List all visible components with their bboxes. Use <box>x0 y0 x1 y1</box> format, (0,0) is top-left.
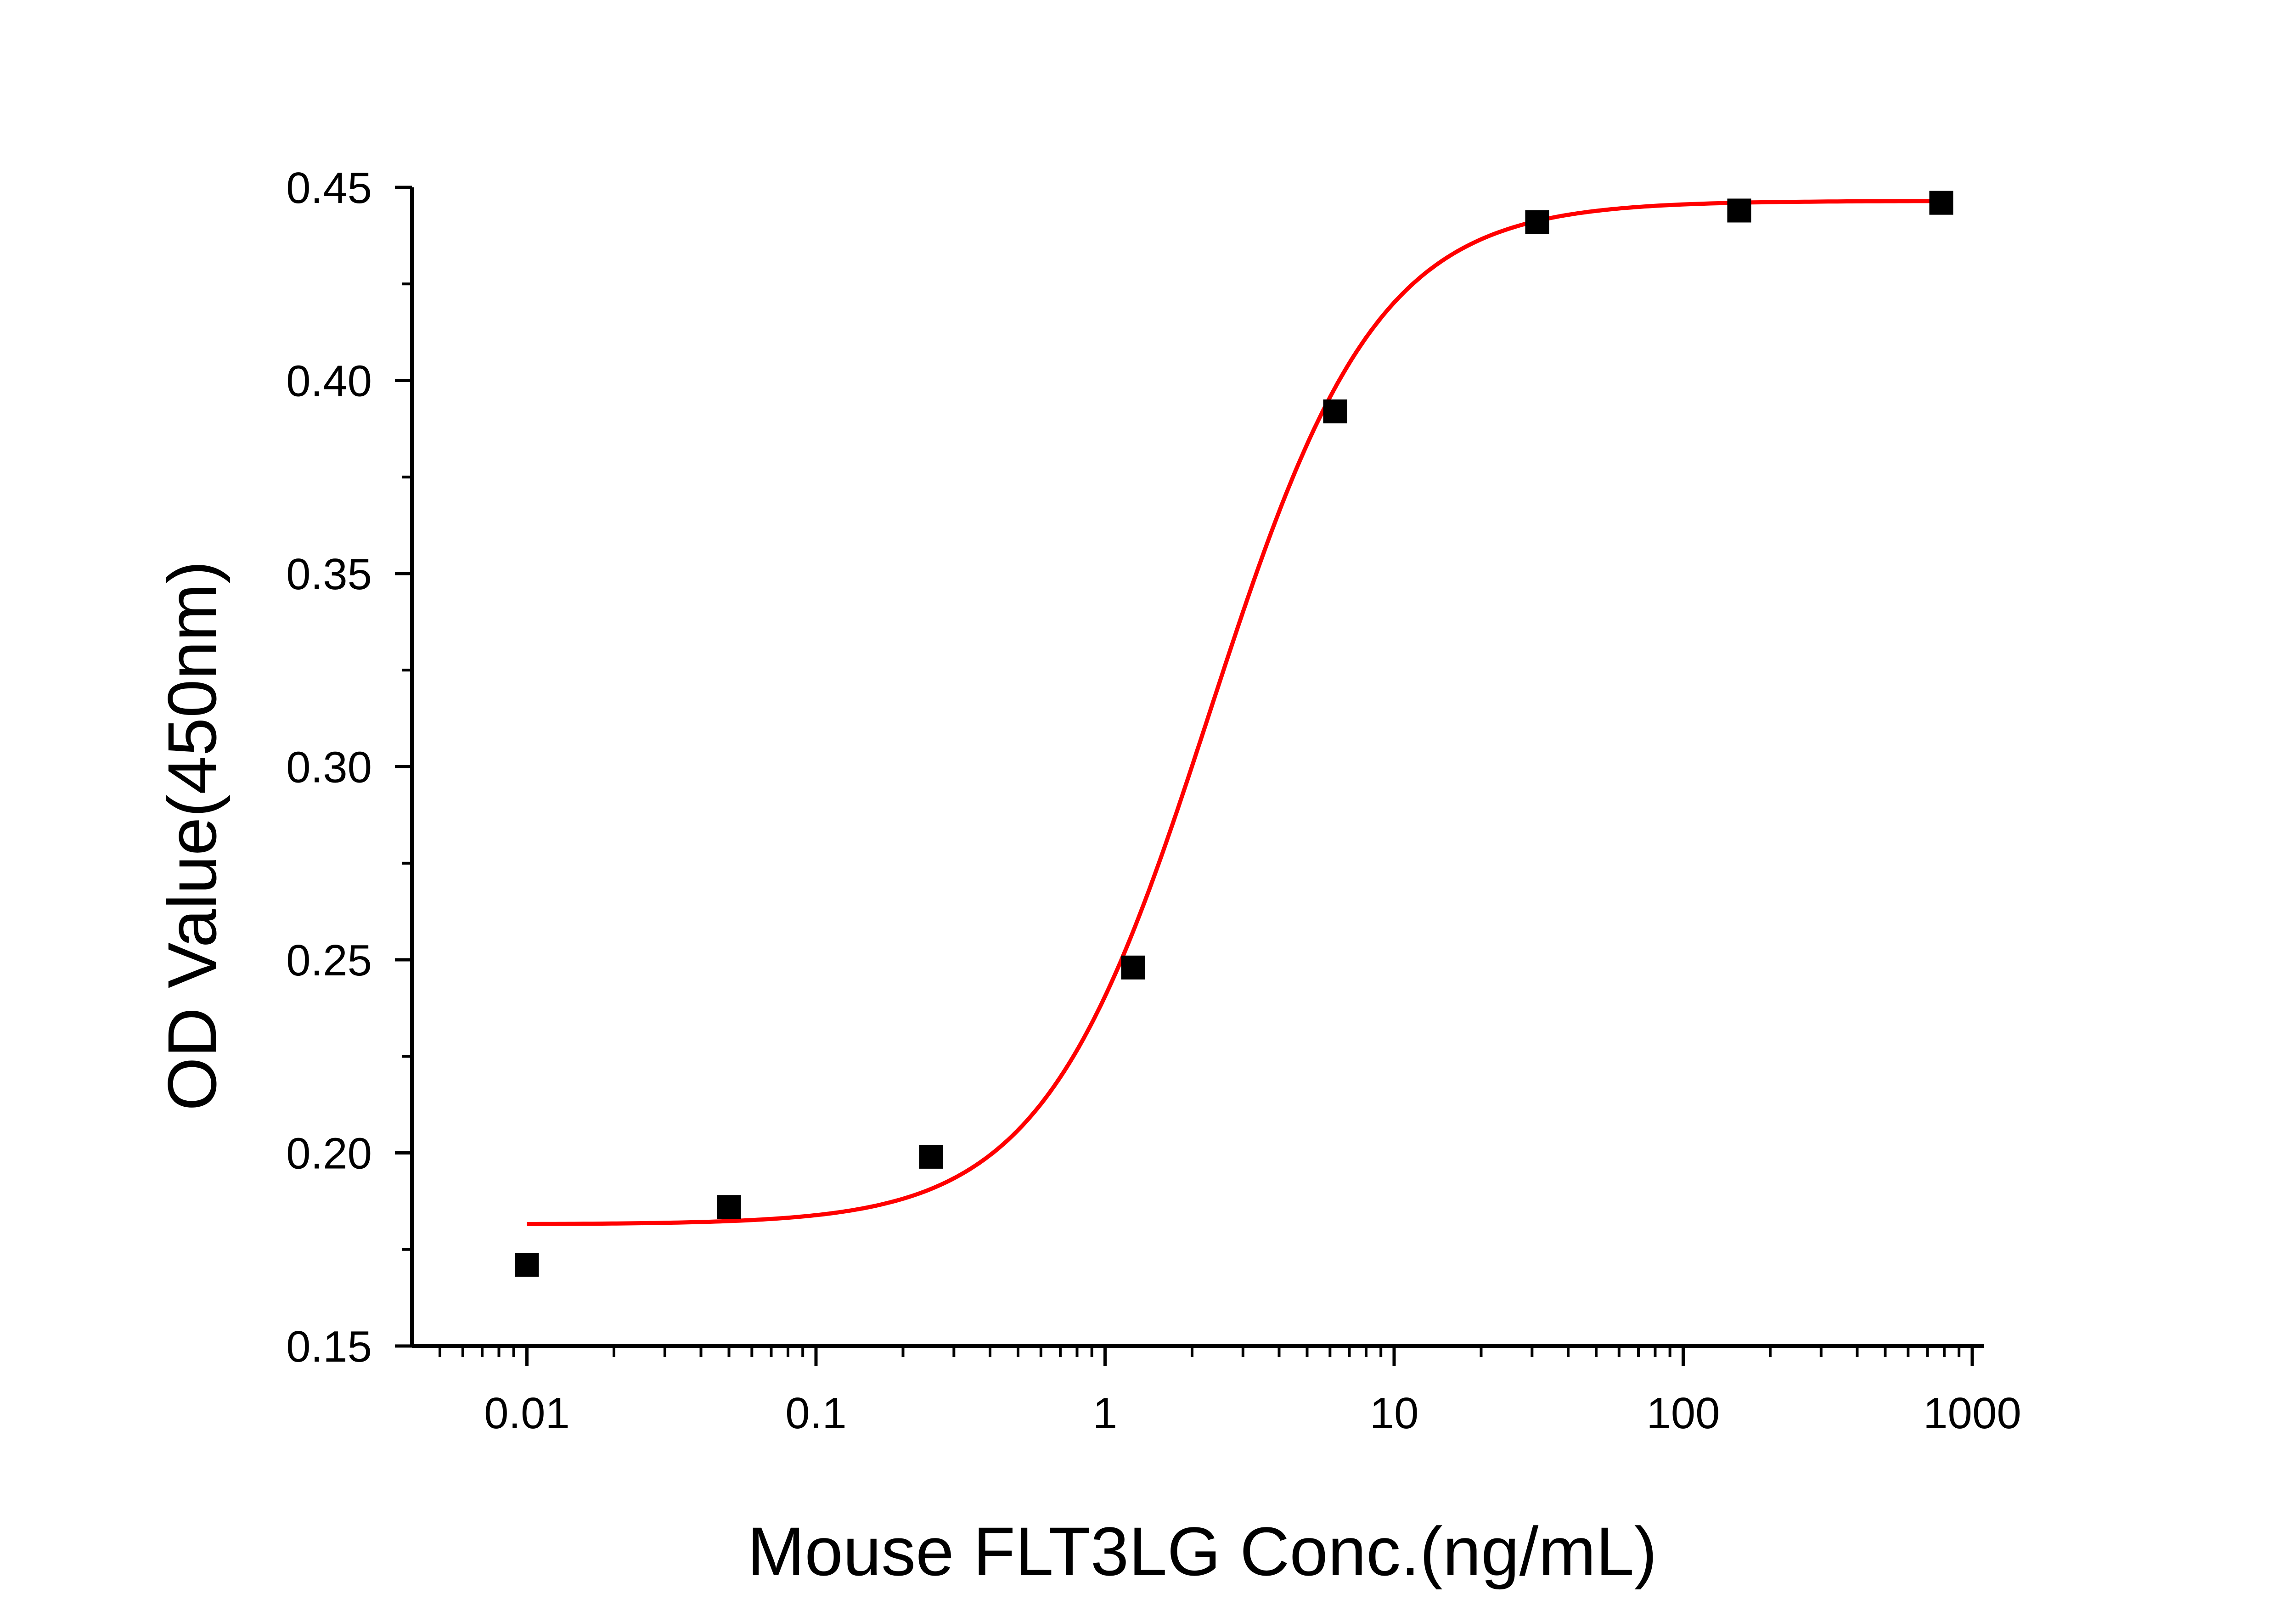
y-tick-label: 0.40 <box>286 357 372 406</box>
x-axis-title: Mouse FLT3LG Conc.(ng/mL) <box>747 1513 1657 1590</box>
x-tick-label: 1000 <box>1923 1389 2021 1438</box>
y-axis-ticks: 0.15 0.20 0.25 0.30 0.35 0.40 0.45 <box>286 163 412 1371</box>
data-point <box>717 1195 741 1219</box>
data-point <box>1727 198 1751 223</box>
x-tick-label: 100 <box>1646 1389 1720 1438</box>
fit-curve <box>527 199 1941 1226</box>
data-point <box>515 1253 539 1277</box>
data-point <box>1323 399 1347 423</box>
data-point <box>1929 191 1953 215</box>
data-points-layer <box>515 191 1953 1277</box>
y-tick-label: 0.45 <box>286 163 372 213</box>
x-tick-label: 0.1 <box>785 1389 846 1438</box>
fit-curve-layer <box>527 199 1941 1226</box>
data-point <box>1121 955 1145 980</box>
y-tick-label: 0.15 <box>286 1322 372 1371</box>
data-point <box>1525 210 1549 234</box>
x-axis-ticks: 0.01 0.1 1 10 100 1000 <box>439 1346 2021 1438</box>
data-point <box>919 1144 943 1169</box>
x-tick-label: 10 <box>1370 1389 1419 1438</box>
y-tick-label: 0.30 <box>286 743 372 792</box>
y-axis-title: OD Value(450nm) <box>153 561 231 1111</box>
y-tick-label: 0.35 <box>286 550 372 599</box>
y-tick-label: 0.20 <box>286 1129 372 1178</box>
x-tick-label: 1 <box>1093 1389 1117 1438</box>
x-tick-label: 0.01 <box>484 1389 570 1438</box>
plot-frame <box>410 187 1984 1348</box>
y-tick-label: 0.25 <box>286 936 372 985</box>
